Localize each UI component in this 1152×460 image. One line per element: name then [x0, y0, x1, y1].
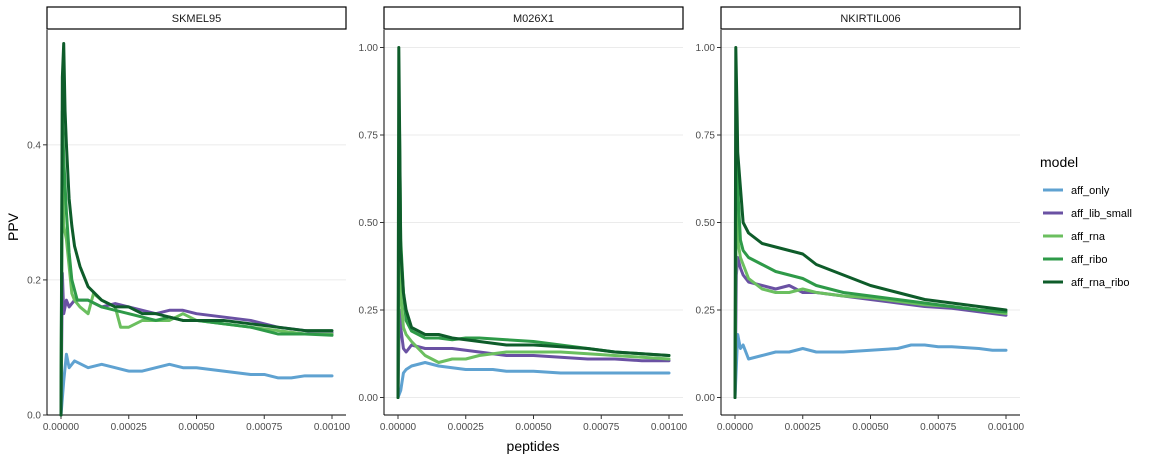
y-tick-label: 0.75: [696, 131, 716, 142]
x-tick-label: 0.00000: [380, 422, 417, 433]
legend-item: aff_only: [1043, 185, 1110, 197]
series-line-aff-ribo: [733, 98, 1008, 399]
legend-item: aff_lib_small: [1043, 208, 1132, 220]
legend-label: aff_ribo: [1071, 254, 1108, 266]
x-tick-label: 0.00025: [448, 422, 485, 433]
legend-item: aff_ribo: [1043, 254, 1108, 266]
x-tick-label: 0.00025: [111, 422, 148, 433]
panels: SKMEL95 0.0 0.2 0.4 0.00000 0.00025 0.00050 0.0…: [27, 6, 1025, 433]
series-line-aff-lib-small: [59, 271, 334, 417]
series-line-aff-rna-ribo: [733, 46, 1008, 399]
series-line-aff-only: [396, 361, 671, 399]
y-tick-label: 1.00: [696, 43, 716, 54]
panel-nkirtil006: NKIRTIL006 0.00 0.25 0.50 0.75 1.00 0.00000 0.0…: [696, 6, 1025, 433]
y-axis-title: PPV: [5, 212, 21, 241]
series-line-aff-rna-ribo: [396, 46, 671, 399]
x-tick-label: 0.00100: [314, 422, 351, 433]
legend-item: aff_rna_ribo: [1043, 277, 1130, 289]
x-tick-label: 0.00025: [785, 422, 822, 433]
x-tick-label: 0.00000: [43, 422, 80, 433]
facet-strip-label: NKIRTIL006: [840, 13, 900, 25]
series-line-aff-lib-small: [733, 256, 1008, 399]
series-line-aff-rna: [396, 221, 671, 399]
facet-strip: [720, 6, 1021, 30]
series-line-aff-rna-ribo: [59, 42, 334, 417]
y-tick-label: 0.25: [359, 306, 379, 317]
y-tick-label: 0.75: [359, 131, 379, 142]
legend-items: aff_only aff_lib_small aff_rna aff_ribo aff_…: [1043, 185, 1132, 289]
x-tick-label: 0.00100: [988, 422, 1025, 433]
legend-label: aff_only: [1071, 185, 1110, 197]
x-tick-label: 0.00075: [246, 422, 283, 433]
facet-strip: [383, 6, 684, 30]
x-tick-label: 0.00000: [717, 422, 754, 433]
series-line-aff-only: [59, 352, 334, 417]
y-tick-label: 0.0: [27, 411, 41, 422]
facet-strip-label: M026X1: [513, 13, 554, 25]
y-tick-label: 1.00: [359, 43, 379, 54]
legend-title: model: [1040, 154, 1078, 170]
x-axis-title: peptides: [507, 438, 560, 454]
facet-strip-label: SKMEL95: [172, 13, 222, 25]
y-tick-label: 0.25: [696, 306, 716, 317]
y-tick-label: 0.4: [27, 140, 41, 151]
facet-strip: [46, 6, 347, 30]
legend-label: aff_rna_ribo: [1071, 277, 1130, 289]
series-line-aff-ribo: [59, 109, 334, 417]
series-line-aff-rna: [733, 186, 1008, 399]
legend-item: aff_rna: [1043, 231, 1106, 243]
x-tick-label: 0.00050: [852, 422, 889, 433]
legend-label: aff_rna: [1071, 231, 1106, 243]
x-tick-label: 0.00050: [515, 422, 552, 433]
y-tick-label: 0.00: [696, 393, 716, 404]
y-tick-label: 0.50: [696, 218, 716, 229]
legend: model aff_only aff_lib_small aff_rna aff_ri…: [1040, 154, 1132, 289]
x-tick-label: 0.00050: [178, 422, 215, 433]
x-tick-label: 0.00075: [583, 422, 620, 433]
y-tick-label: 0.2: [27, 275, 41, 286]
series-line-aff-lib-small: [396, 308, 671, 399]
panel-m026x1: M026X1 0.00 0.25 0.50 0.75 1.00 0.00000 0.00025…: [359, 6, 688, 433]
series-line-aff-only: [733, 333, 1008, 399]
legend-label: aff_lib_small: [1071, 208, 1132, 220]
panel-skmel95: SKMEL95 0.0 0.2 0.4 0.00000 0.00025 0.00050 0.0…: [27, 6, 351, 433]
y-tick-label: 0.00: [359, 393, 379, 404]
x-tick-label: 0.00100: [651, 422, 688, 433]
x-tick-label: 0.00075: [920, 422, 957, 433]
y-tick-label: 0.50: [359, 218, 379, 229]
